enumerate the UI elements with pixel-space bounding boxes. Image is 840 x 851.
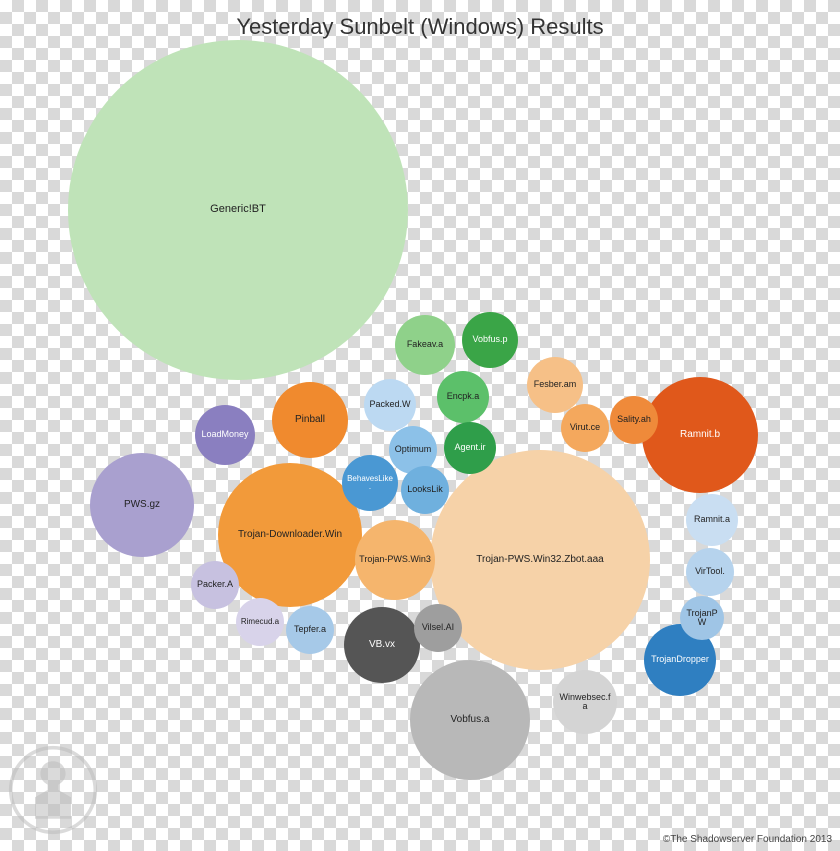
- attribution-text: ©The Shadowserver Foundation 2013: [663, 834, 832, 845]
- bubble-fesber-am: Fesber.am: [527, 357, 583, 413]
- bubble-label: Sality.ah: [613, 415, 655, 424]
- bubble-label: Packer.A: [193, 580, 237, 589]
- shadowserver-logo: [8, 745, 98, 835]
- bubble-encpk-a: Encpk.a: [437, 371, 489, 423]
- bubble-label: Generic!BT: [206, 204, 270, 216]
- bubble-label: Fakeav.a: [403, 340, 447, 349]
- bubble-packed-w: Packed.W: [364, 379, 416, 431]
- bubble-label: Winwebsec.fa: [553, 693, 617, 712]
- bubble-label: Vilsel.AI: [418, 623, 458, 632]
- bubble-label: Ramnit.b: [676, 430, 724, 441]
- bubble-label: VB.vx: [365, 640, 399, 651]
- attribution: ©The Shadowserver Foundation 2013: [663, 834, 832, 845]
- chart-title-text: Yesterday Sunbelt (Windows) Results: [236, 14, 603, 39]
- chart-title: Yesterday Sunbelt (Windows) Results: [0, 14, 840, 40]
- bubble-label: Trojan-PWS.Win32.Zbot.aaa: [472, 555, 607, 566]
- bubble-label: Rimecud.a: [237, 618, 283, 626]
- bubble-pws-gz: PWS.gz: [90, 453, 194, 557]
- bubble-label: Tepfer.a: [290, 625, 330, 634]
- bubble-label: TrojanPW: [680, 609, 724, 628]
- bubble-tepfer-a: Tepfer.a: [286, 606, 334, 654]
- bubble-virtool: VirTool.: [686, 548, 734, 596]
- bubble-loadmoney: LoadMoney: [195, 405, 255, 465]
- bubble-rimecud-a: Rimecud.a: [236, 598, 284, 646]
- bubble-label: Trojan-Downloader.Win: [234, 530, 346, 541]
- bubble-label: Fesber.am: [530, 380, 581, 389]
- bubble-ramnit-a: Ramnit.a: [686, 494, 738, 546]
- bubble-trojan-pws-zbot: Trojan-PWS.Win32.Zbot.aaa: [430, 450, 650, 670]
- bubble-label: Pinball: [291, 415, 329, 426]
- bubble-vilsel-ai: Vilsel.AI: [414, 604, 462, 652]
- bubble-winwebsec-fa: Winwebsec.fa: [553, 670, 617, 734]
- bubble-label: BehavesLike.: [342, 475, 398, 492]
- bubble-label: Encpk.a: [443, 392, 484, 401]
- bubble-agent-ir: Agent.ir: [444, 422, 496, 474]
- bubble-label: Optimum: [391, 445, 436, 454]
- bubble-label: Ramnit.a: [690, 515, 734, 524]
- bubble-trojan-pws-win3: Trojan-PWS.Win3: [355, 520, 435, 600]
- bubble-label: Trojan-PWS.Win3: [355, 555, 435, 564]
- bubble-pinball: Pinball: [272, 382, 348, 458]
- bubble-label: Vobfus.a: [447, 715, 494, 726]
- bubble-ramnit-b: Ramnit.b: [642, 377, 758, 493]
- bubble-lookslik: LooksLik: [401, 466, 449, 514]
- bubble-virut-ce: Virut.ce: [561, 404, 609, 452]
- bubble-packer-a: Packer.A: [191, 561, 239, 609]
- bubble-label: LoadMoney: [197, 430, 252, 439]
- bubble-trojan-downloader: Trojan-Downloader.Win: [218, 463, 362, 607]
- bubble-trojanpw: TrojanPW: [680, 596, 724, 640]
- bubble-label: Agent.ir: [450, 443, 489, 452]
- bubble-vb-vx: VB.vx: [344, 607, 420, 683]
- bubble-fakeav-a: Fakeav.a: [395, 315, 455, 375]
- bubble-sality-ah: Sality.ah: [610, 396, 658, 444]
- bubble-label: Vobfus.p: [468, 335, 511, 344]
- bubble-label: VirTool.: [691, 567, 729, 576]
- bubble-label: Virut.ce: [566, 423, 604, 432]
- bubble-label: LooksLik: [403, 485, 447, 494]
- bubble-vobfus-a: Vobfus.a: [410, 660, 530, 780]
- bubble-vobfus-p: Vobfus.p: [462, 312, 518, 368]
- bubble-label: Packed.W: [365, 400, 414, 409]
- bubble-generic-bt: Generic!BT: [68, 40, 408, 380]
- bubble-label: TrojanDropper: [647, 655, 713, 664]
- bubble-label: PWS.gz: [120, 500, 164, 511]
- bubble-behaveslike: BehavesLike.: [342, 455, 398, 511]
